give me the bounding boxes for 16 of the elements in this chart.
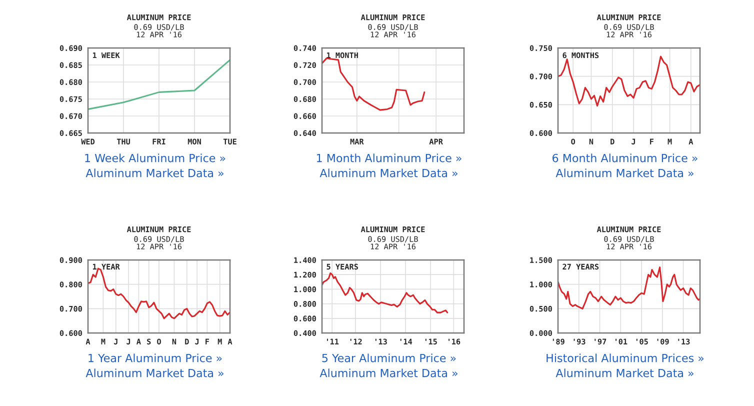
line-series: [88, 268, 230, 320]
line-series: [322, 272, 448, 314]
text: 1 Month Aluminum Price »: [316, 154, 462, 162]
text: Aluminum Market Data »: [86, 368, 224, 378]
text: Aluminum Market Data »: [86, 168, 224, 178]
text: 6 Month Aluminum Price »: [552, 154, 698, 162]
text: Aluminum Market Data »: [556, 168, 694, 178]
line-series: [322, 57, 426, 111]
text: 1 Week Aluminum Price »: [85, 154, 226, 162]
text: 1 Year Aluminum Price »: [88, 354, 222, 362]
text: 5 Year Aluminum Price »: [322, 354, 456, 362]
text: Aluminum Market Data »: [320, 168, 458, 178]
text: Aluminum Market Data »: [556, 368, 694, 378]
text: Aluminum Market Data »: [320, 368, 458, 378]
line-series: [88, 59, 230, 110]
text: Historical Aluminum Prices »: [546, 354, 704, 362]
